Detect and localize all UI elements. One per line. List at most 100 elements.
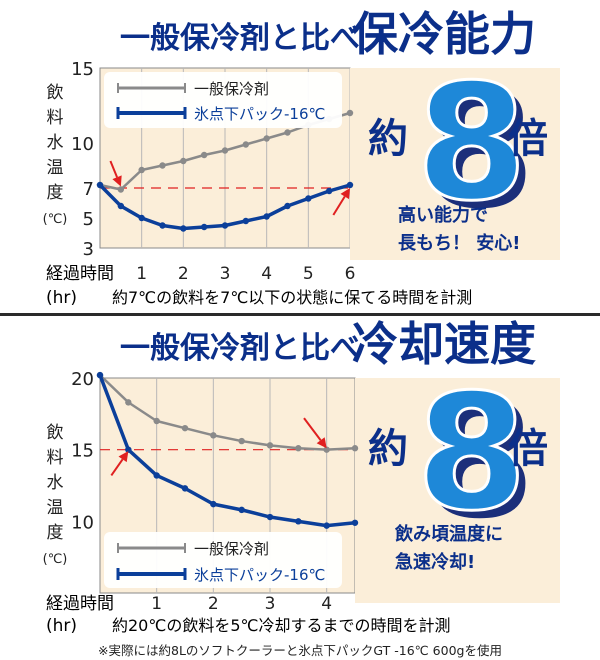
y-axis-label-char: 度 [47,183,64,203]
y-axis-label-char: 飲 [47,423,64,443]
legend-label-comparison: 一般保冷剤 [194,80,269,98]
multiplier-suffix: 倍 [508,116,548,162]
y-axis-label-char: 度 [47,523,64,543]
data-point [351,445,359,452]
data-point [180,157,187,165]
x-tick-label: 1 [151,594,162,614]
data-point [153,472,160,479]
headline-strong: 冷却速度 [352,320,536,371]
y-tick-label: 10 [71,512,94,533]
y-tick-label: 15 [71,59,94,80]
data-point [125,446,132,453]
multiplier-prefix: 約 [368,116,408,162]
data-point [138,214,145,222]
data-point [221,222,229,229]
y-axis-label-char: (℃) [43,212,68,227]
multiplier-number-shadow: 8 [424,367,535,554]
x-axis-label: 経過時間 [46,264,114,284]
panel-divider [0,313,600,316]
data-point [180,225,187,232]
arrows [109,160,350,216]
legend-label-comparison: 一般保冷剤 [194,540,269,558]
multiplier-prefix: 約 [368,426,408,472]
x-axis-unit: (hr) [46,288,77,308]
headline: 一般保冷剤と比べ [120,331,360,366]
red-arrow-icon [110,451,129,477]
data-point [325,187,333,195]
y-tick-label: 15 [71,441,94,462]
x-axis-label: 経過時間 [46,594,114,614]
y-tick-label: 10 [71,134,94,155]
data-point [242,141,250,148]
caption-line-1: 飲み頃温度に [394,523,503,545]
y-tick-label: 5 [83,209,94,230]
data-point [263,135,270,142]
data-point [125,399,132,406]
data-point [159,222,166,229]
data-point [181,485,189,492]
x-ticks: 1 2 3 4 5 6 [136,264,355,284]
data-point [263,213,270,220]
series-group [96,371,359,529]
y-axis-label-char: 料 [47,448,64,468]
data-point [200,223,208,231]
data-point [266,513,274,521]
legend-label-product: 氷点下パック-16℃ [194,105,325,123]
x-tick-label: 6 [345,264,356,284]
series-line-product [98,374,356,528]
x-tick-label: 2 [178,264,189,284]
legend-label-product: 氷点下パック-16℃ [194,566,325,584]
data-point [284,129,291,136]
data-point [346,181,354,189]
caption-line-2: 長もち！ 安心! [398,232,520,254]
data-point [323,522,330,529]
arrows [110,417,327,477]
red-arrow-icon [303,417,327,449]
data-point [346,109,354,117]
footnote: ※実際には約8Lのソフトクーラーと氷点下パックGT -16℃ 600gを使用 [98,643,502,658]
data-point [242,217,250,225]
multiplier-number: 8 [416,359,527,546]
caption-line-1: 高い能力で [398,204,488,226]
y-tick-label: 20 [71,369,94,390]
red-arrow-icon [332,188,350,216]
headline: 一般保冷剤と比べ [120,21,360,56]
data-point [238,437,245,445]
series-line-comparison [99,374,356,451]
highlight-background [350,68,560,260]
multiplier-number: 8 [416,49,527,236]
x-tick-label: 2 [208,594,219,614]
retention-panel: 一般保冷剤と比べ 保冷能力 飲料水温度 (℃) 15 10 7 5 3 1 2 3 4 5 6 経過… [0,0,600,310]
data-point [117,202,125,210]
data-point [96,181,104,189]
data-point [117,186,125,193]
y-tick-label: 7 [83,179,94,200]
x-tick-label: 1 [136,264,147,284]
y-tick-label: 3 [83,239,94,260]
data-point [351,519,359,526]
x-tick-label: 3 [265,594,276,614]
chart-subtitle: 約20℃の飲料を5℃冷却するまでの時間を計測 [112,616,450,635]
data-point [305,195,312,202]
data-point [210,432,217,439]
data-point [200,151,208,159]
multiplier-suffix: 倍 [508,426,548,472]
y-ticks: 15 10 7 5 3 [71,59,94,260]
data-point [266,442,274,449]
red-arrow-icon [109,160,122,187]
y-axis-label-char: 料 [47,108,64,128]
data-point [323,446,330,453]
x-tick-label: 4 [321,594,332,614]
data-point [284,202,291,210]
data-point [295,445,302,452]
y-axis-label-char: (℃) [43,552,68,567]
data-point [138,166,145,174]
x-tick-label: 3 [220,264,231,284]
chart-subtitle: 約7℃の飲料を7℃以下の状態に保てる時間を計測 [112,288,472,307]
y-axis-label-char: 温 [47,498,64,518]
y-axis-label-char: 水 [47,473,64,493]
data-point [210,500,217,508]
